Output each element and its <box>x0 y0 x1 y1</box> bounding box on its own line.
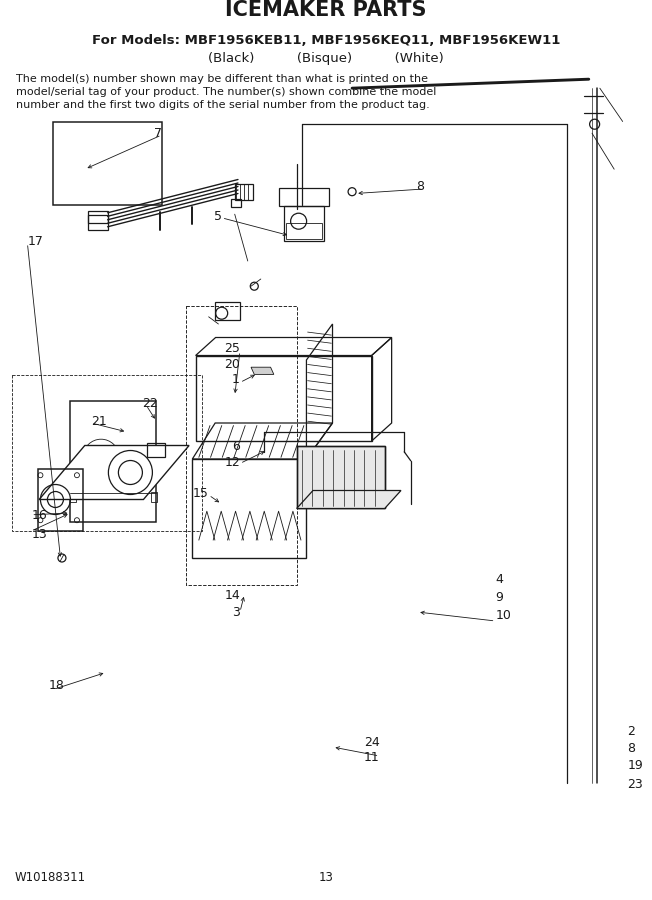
Text: 12: 12 <box>224 456 240 469</box>
Bar <box>278 188 329 206</box>
Text: For Models: MBF1956KEB11, MBF1956KEQ11, MBF1956KEW11: For Models: MBF1956KEB11, MBF1956KEQ11, … <box>92 34 560 47</box>
Bar <box>151 492 157 502</box>
Bar <box>286 223 321 239</box>
Bar <box>235 184 253 200</box>
Text: W10188311: W10188311 <box>14 871 85 884</box>
Bar <box>186 306 297 585</box>
Text: 8: 8 <box>627 742 635 755</box>
Bar <box>70 492 76 502</box>
Text: 5: 5 <box>214 210 222 222</box>
Bar <box>192 459 306 558</box>
Bar <box>284 206 323 241</box>
Text: 20: 20 <box>224 358 240 371</box>
Text: The model(s) number shown may be different than what is printed on the
model/ser: The model(s) number shown may be differe… <box>16 74 437 110</box>
Text: (Black)          (Bisque)          (White): (Black) (Bisque) (White) <box>208 52 444 65</box>
Text: 10: 10 <box>496 609 511 622</box>
Text: 2: 2 <box>627 725 635 738</box>
Text: 24: 24 <box>364 736 379 749</box>
Bar <box>297 446 385 508</box>
Bar <box>12 375 202 531</box>
Text: ICEMAKER PARTS: ICEMAKER PARTS <box>225 0 427 20</box>
Text: 25: 25 <box>224 342 240 355</box>
Text: 13: 13 <box>31 528 47 541</box>
Bar <box>53 122 162 205</box>
Bar <box>231 199 241 207</box>
Text: 11: 11 <box>364 752 379 764</box>
Bar <box>297 446 385 508</box>
Polygon shape <box>297 491 401 508</box>
Text: 4: 4 <box>496 573 503 586</box>
Bar <box>88 211 108 222</box>
Text: 9: 9 <box>496 591 503 604</box>
Bar <box>215 302 240 319</box>
Text: 18: 18 <box>49 680 65 692</box>
Text: 22: 22 <box>142 397 158 410</box>
Text: 13: 13 <box>319 871 333 884</box>
Text: 7: 7 <box>154 127 162 140</box>
Text: 1: 1 <box>232 374 240 386</box>
Text: 15: 15 <box>193 487 209 500</box>
Bar <box>147 443 165 457</box>
Text: 17: 17 <box>27 235 43 248</box>
Bar <box>70 400 156 522</box>
Polygon shape <box>251 367 274 374</box>
Bar <box>38 469 83 531</box>
Text: 8: 8 <box>416 180 424 193</box>
Polygon shape <box>39 446 189 500</box>
Text: 3: 3 <box>232 606 240 618</box>
Text: 6: 6 <box>232 440 240 453</box>
Text: 23: 23 <box>627 778 643 791</box>
Bar <box>88 215 108 230</box>
Text: 14: 14 <box>224 590 240 602</box>
Text: 19: 19 <box>627 760 643 772</box>
Text: 16: 16 <box>31 509 47 522</box>
Bar <box>196 356 372 441</box>
Text: 21: 21 <box>91 415 107 428</box>
